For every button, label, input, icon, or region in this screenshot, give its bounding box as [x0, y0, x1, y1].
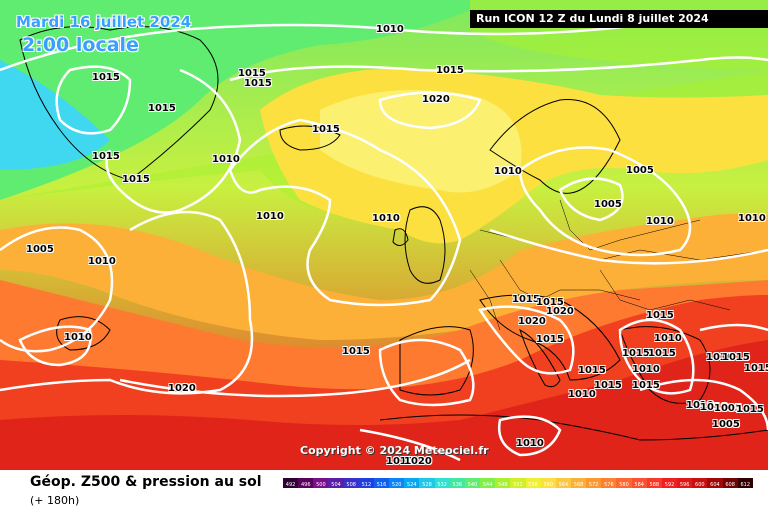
scale-label: 600	[692, 480, 707, 490]
isobar-label: 1015	[244, 78, 272, 89]
isobar-label: 1010	[568, 389, 596, 400]
weather-map: 1010 1015 1015 1015 1015 1015 1015 1015 …	[0, 0, 768, 470]
isobar-label: 1010	[256, 211, 284, 222]
scale-label: 536	[450, 480, 465, 490]
scale-label: 532	[435, 480, 450, 490]
isobar-label: 1020	[168, 383, 196, 394]
scale-label: 540	[465, 480, 480, 490]
isobar-label: 1010	[372, 213, 400, 224]
isobar-label: 1015	[436, 65, 464, 76]
isobar-label: 1015	[342, 346, 370, 357]
isobar-label: 1010	[88, 256, 116, 267]
isobar-label: 1010	[494, 166, 522, 177]
isobar-label: 1015	[536, 334, 564, 345]
isobar-label: 1010	[654, 333, 682, 344]
scale-label: 512	[359, 480, 374, 490]
forecast-date: Mardi 16 juillet 2024	[16, 13, 191, 31]
legend-footer: Géop. Z500 & pression au sol (+ 180h) 49…	[0, 470, 768, 512]
scale-label: 612	[738, 480, 753, 490]
scale-label: 528	[419, 480, 434, 490]
scale-label: 568	[571, 480, 586, 490]
isobar-label: 1015	[736, 404, 764, 415]
isobar-label: 1005	[712, 419, 740, 430]
scale-label: 548	[495, 480, 510, 490]
isobar-label: 1020	[404, 456, 432, 467]
forecast-lead-time: (+ 180h)	[30, 494, 79, 507]
scale-label: 604	[707, 480, 722, 490]
isobar-label: 1015	[646, 310, 674, 321]
isobar-label: 1015	[92, 72, 120, 83]
isobar-label: 1010	[738, 213, 766, 224]
isobar-label: 1015	[536, 297, 564, 308]
isobar-label: 1015	[594, 380, 622, 391]
isobar-label: 1010	[646, 216, 674, 227]
scale-label: 516	[374, 480, 389, 490]
copyright-notice: Copyright © 2024 Meteociel.fr	[300, 444, 489, 457]
isobar-label: 1015	[92, 151, 120, 162]
forecast-time: 2:00 locale	[22, 34, 139, 56]
scale-label: 544	[480, 480, 495, 490]
scale-label: 552	[510, 480, 525, 490]
scale-label: 560	[541, 480, 556, 490]
isobar-label: 1010	[516, 438, 544, 449]
isobar-label: 1015	[744, 363, 768, 374]
isobar-label: 1015	[578, 365, 606, 376]
isobar-label: 1010	[212, 154, 240, 165]
scale-label: 584	[632, 480, 647, 490]
isobar-label: 1020	[518, 316, 546, 327]
scale-label: 580	[616, 480, 631, 490]
scale-label: 572	[586, 480, 601, 490]
scale-label: 564	[556, 480, 571, 490]
scale-label: 608	[723, 480, 738, 490]
scale-label: 592	[662, 480, 677, 490]
map-title: Géop. Z500 & pression au sol	[30, 474, 262, 490]
scale-label: 596	[677, 480, 692, 490]
scale-label: 492	[283, 480, 298, 490]
scale-label: 504	[328, 480, 343, 490]
isobar-label: 1005	[26, 244, 54, 255]
isobar-label: 1015	[312, 124, 340, 135]
scale-label: 496	[298, 480, 313, 490]
isobar-label: 1015	[122, 174, 150, 185]
isobar-label: 1010	[64, 332, 92, 343]
isobar-label: 1005	[626, 165, 654, 176]
scale-label: 576	[601, 480, 616, 490]
isobar-label: 1010	[632, 364, 660, 375]
scale-label: 500	[313, 480, 328, 490]
scale-label: 508	[344, 480, 359, 490]
isobar-label: 1020	[422, 94, 450, 105]
isobar-label: 1005	[594, 199, 622, 210]
scale-label: 588	[647, 480, 662, 490]
model-run-banner: Run ICON 12 Z du Lundi 8 juillet 2024	[470, 10, 768, 28]
isobar-label: 1015	[648, 348, 676, 359]
isobar-label: 1015	[722, 352, 750, 363]
isobar-label: 1015	[632, 380, 660, 391]
scale-label: 520	[389, 480, 404, 490]
isobar-label: 1010	[376, 24, 404, 35]
isobar-label: 1015	[622, 348, 650, 359]
map-canvas	[0, 0, 768, 470]
scale-label: 556	[526, 480, 541, 490]
color-scale-labels: 492 496 500 504 508 512 516 520 524 528 532 536 540 5…	[283, 480, 753, 490]
isobar-label: 1015	[148, 103, 176, 114]
scale-label: 524	[404, 480, 419, 490]
